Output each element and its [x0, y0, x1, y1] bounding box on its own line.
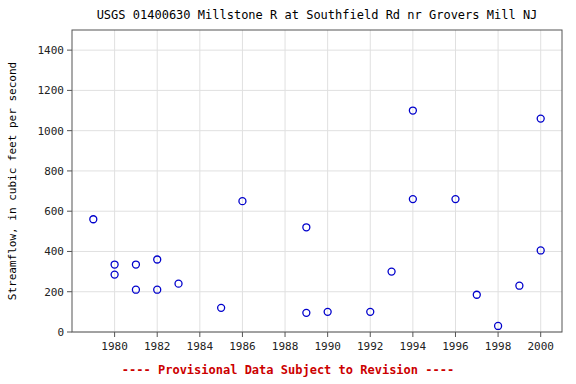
point [537, 247, 544, 254]
point [154, 256, 161, 263]
tick-label: 1992 [357, 340, 384, 353]
tick-label: 1980 [101, 340, 128, 353]
tick-mark [498, 332, 499, 337]
title: USGS 01400630 Millstone R at Southfield … [97, 8, 538, 22]
tick-mark [67, 50, 72, 51]
tick-mark [370, 332, 371, 337]
grid-line [72, 90, 562, 91]
tick-mark [242, 332, 243, 337]
grid-line [72, 50, 562, 51]
points [90, 107, 544, 329]
tick-label: 1988 [272, 340, 299, 353]
point [132, 286, 139, 293]
tick-label: 1000 [38, 125, 65, 138]
point [516, 282, 523, 289]
point [388, 268, 395, 275]
point [239, 198, 246, 205]
grid-line [72, 291, 562, 292]
tick-mark [114, 332, 115, 337]
tick-label: 0 [57, 326, 64, 339]
tick-mark [199, 332, 200, 337]
tick-label: 200 [44, 286, 64, 299]
grid-line [114, 30, 115, 332]
point [452, 196, 459, 203]
tick-label: 1986 [229, 340, 256, 353]
tick-mark [67, 90, 72, 91]
grid-line [412, 30, 413, 332]
tick-label: 400 [44, 245, 64, 258]
tick-mark [412, 332, 413, 337]
point [303, 224, 310, 231]
point [175, 280, 182, 287]
tick-mark [455, 332, 456, 337]
grid [72, 30, 562, 332]
point [132, 261, 139, 268]
grid-line [72, 251, 562, 252]
grid-line [540, 30, 541, 332]
point [473, 291, 480, 298]
grid-line [242, 30, 243, 332]
grid-line [72, 130, 562, 131]
point [324, 308, 331, 315]
tick-mark [67, 291, 72, 292]
point [111, 271, 118, 278]
point [495, 322, 502, 329]
plot-frame [72, 30, 562, 332]
tick-mark [67, 130, 72, 131]
tick-mark [540, 332, 541, 337]
tick-mark [67, 170, 72, 171]
grid-line [72, 211, 562, 212]
point [367, 308, 374, 315]
point [303, 309, 310, 316]
tick-label: 1994 [400, 340, 427, 353]
tick-label: 1400 [38, 44, 65, 57]
point [90, 216, 97, 223]
tick-label: 1998 [485, 340, 512, 353]
tick-mark [67, 332, 72, 333]
chart: 1980 1982 1984 1986 1988 1990 1992 1994 1996 1998… [0, 0, 576, 384]
point [111, 261, 118, 268]
tick-label: 800 [44, 165, 64, 178]
grid-line [327, 30, 328, 332]
tick-label: 1984 [187, 340, 214, 353]
grid-line [498, 30, 499, 332]
point [537, 115, 544, 122]
grid-line [72, 170, 562, 171]
point [154, 286, 161, 293]
tick-mark [327, 332, 328, 337]
tick-label: 600 [44, 205, 64, 218]
grid-line [285, 30, 286, 332]
tick-mark [67, 211, 72, 212]
grid-line [455, 30, 456, 332]
tick-label: 1982 [144, 340, 171, 353]
tick-label: 1996 [442, 340, 469, 353]
tick-mark [67, 251, 72, 252]
tick-label: 2000 [527, 340, 554, 353]
annotation: ---- Provisional Data Subject to Revisio… [122, 363, 454, 377]
point [218, 304, 225, 311]
tick-label: 1990 [314, 340, 341, 353]
tick-mark [285, 332, 286, 337]
y-axis-label: Streamflow, in cubic feet per second [6, 62, 19, 300]
grid-line [199, 30, 200, 332]
tick-mark [157, 332, 158, 337]
grid-line [370, 30, 371, 332]
point [409, 196, 416, 203]
tick-label: 1200 [38, 84, 65, 97]
point [409, 107, 416, 114]
axes: 1980 1982 1984 1986 1988 1990 1992 1994 1996 1998… [38, 30, 563, 353]
